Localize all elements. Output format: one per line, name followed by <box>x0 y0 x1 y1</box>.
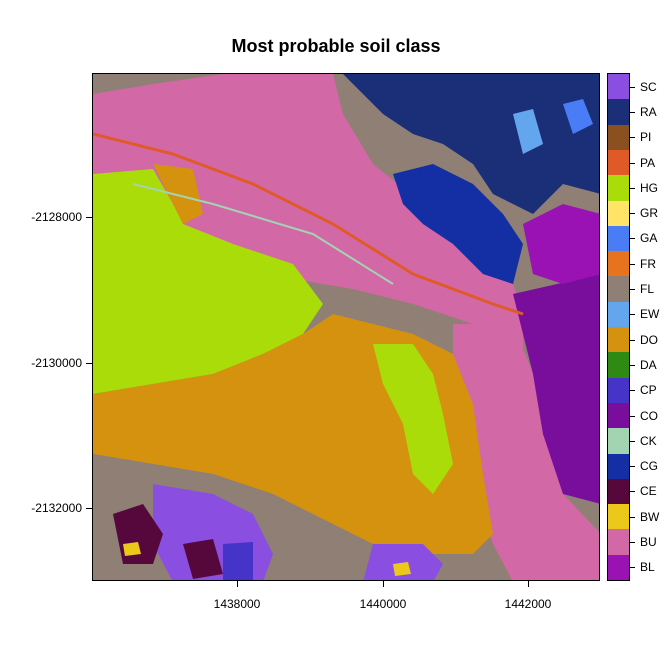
region-co <box>513 274 599 504</box>
legend-swatch-ga <box>608 225 629 252</box>
legend-tick <box>630 466 635 468</box>
legend-label-hg: HG <box>640 180 658 195</box>
region-bw <box>123 542 141 556</box>
legend-label-bl: BL <box>640 560 655 575</box>
legend-label-ck: CK <box>640 433 657 448</box>
region-pa-stripe <box>93 132 524 316</box>
legend-tick <box>630 263 635 265</box>
x-tick-2 <box>383 581 384 587</box>
region-ga <box>563 99 593 134</box>
legend-swatch-do <box>608 327 629 353</box>
legend-swatch-pa <box>608 149 629 176</box>
legend-tick <box>630 86 635 88</box>
region-cg <box>393 164 523 284</box>
legend-label-cp: CP <box>640 383 657 398</box>
legend-label-ew: EW <box>640 307 660 322</box>
legend-swatch-bu <box>608 529 629 556</box>
y-tick-2 <box>86 363 92 364</box>
legend-tick <box>630 516 635 518</box>
legend-label-ce: CE <box>640 484 657 499</box>
legend-swatch-ra <box>608 99 629 126</box>
legend-swatch-hg <box>608 175 629 201</box>
legend-label-gr: GR <box>640 206 658 221</box>
legend-swatch-ck <box>608 428 629 454</box>
legend-swatch-bw <box>608 504 629 530</box>
region-ce-2 <box>183 539 223 579</box>
legend-label-ga: GA <box>640 231 658 246</box>
legend-label-bu: BU <box>640 535 657 550</box>
legend-swatch-gr <box>608 200 629 227</box>
region-bw-2 <box>393 562 411 576</box>
legend-label-da: DA <box>640 357 657 372</box>
map-title: Most probable soil class <box>231 36 441 56</box>
region-hg-lower <box>373 344 453 494</box>
x-tick-label-3: 1442000 <box>504 597 552 611</box>
legend-label-do: DO <box>640 332 658 347</box>
region-cp <box>223 542 253 580</box>
legend-swatch-cg <box>608 453 629 480</box>
legend-label-cg: CG <box>640 459 658 474</box>
legend-swatch-ew <box>608 301 629 328</box>
legend-tick <box>630 162 635 164</box>
legend-label-sc: SC <box>640 79 657 94</box>
legend-tick <box>630 440 635 442</box>
legend-label-fl: FL <box>640 282 655 297</box>
x-tick-3 <box>528 581 529 587</box>
y-tick-label-1: -2128000 <box>31 210 82 224</box>
legend-label-pa: PA <box>640 155 656 170</box>
region-ck-stripe <box>132 183 394 285</box>
legend-swatch-ce <box>608 478 629 505</box>
y-tick-3 <box>86 508 92 509</box>
legend-label-bw: BW <box>640 509 660 524</box>
region-ew <box>513 109 543 154</box>
legend-swatch-co <box>608 402 629 429</box>
legend-swatch-sc <box>608 74 629 100</box>
region-sc-2 <box>363 544 443 580</box>
y-tick-label-3: -2132000 <box>31 501 82 515</box>
x-tick-1 <box>237 581 238 587</box>
legend-label-co: CO <box>640 408 658 423</box>
legend-label-pi: PI <box>640 130 652 145</box>
legend-tick <box>630 364 635 366</box>
x-tick-label-1: 1438000 <box>213 597 261 611</box>
legend-label-fr: FR <box>640 256 656 271</box>
legend-tick <box>630 111 635 113</box>
legend-swatch-fr <box>608 251 629 277</box>
color-legend <box>607 73 630 581</box>
raster-image <box>93 74 599 580</box>
legend-tick <box>630 187 635 189</box>
legend-swatch-cp <box>608 377 629 404</box>
x-tick-label-2: 1440000 <box>359 597 407 611</box>
legend-tick <box>630 415 635 417</box>
legend-swatch-fl <box>608 276 629 303</box>
region-bu-upper <box>93 74 523 354</box>
legend-tick <box>630 137 635 139</box>
legend-swatch-pi <box>608 124 629 151</box>
legend-tick <box>630 213 635 215</box>
legend-swatch-da <box>608 352 629 379</box>
region-do-top <box>153 164 203 224</box>
y-tick-1 <box>86 217 92 218</box>
y-tick-label-2: -2130000 <box>31 356 82 370</box>
region-ra <box>343 74 599 214</box>
legend-tick <box>630 567 635 569</box>
legend-tick <box>630 491 635 493</box>
legend-tick <box>630 390 635 392</box>
region-hg-left <box>93 169 323 394</box>
legend-tick <box>630 542 635 544</box>
legend-tick <box>630 339 635 341</box>
legend-label-ra: RA <box>640 104 657 119</box>
legend-tick <box>630 314 635 316</box>
legend-tick <box>630 289 635 291</box>
soil-class-raster-map <box>92 73 600 581</box>
legend-swatch-bl <box>608 554 629 581</box>
legend-tick <box>630 238 635 240</box>
region-bl <box>523 204 599 284</box>
